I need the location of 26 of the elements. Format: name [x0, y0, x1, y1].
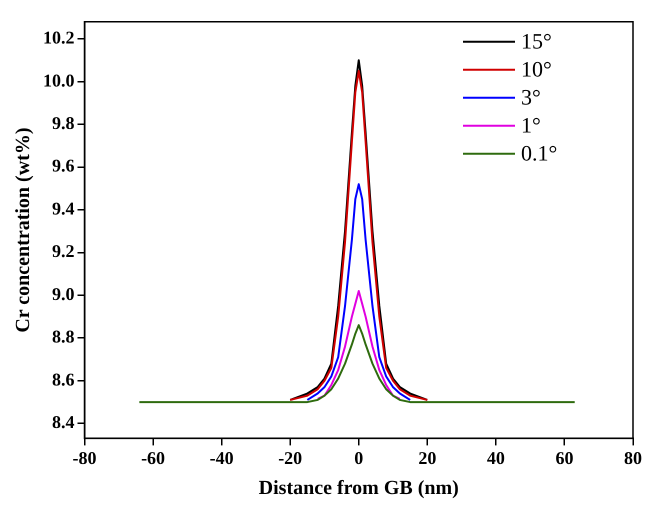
x-tick-label: 60: [555, 448, 574, 468]
legend-label: 1°: [521, 112, 541, 138]
legend-label: 3°: [521, 84, 541, 110]
y-tick-label: 9.8: [52, 113, 74, 134]
x-axis-title: Distance from GB (nm): [258, 477, 459, 500]
x-tick-label: 20: [418, 448, 436, 468]
y-tick-label: 9.2: [52, 241, 74, 262]
x-tick-label: -20: [278, 448, 302, 468]
x-tick-label: 0: [354, 448, 364, 468]
x-tick-label: 40: [486, 448, 505, 468]
legend-label: 0.1°: [521, 140, 558, 166]
x-tick-label: -80: [72, 448, 96, 468]
y-tick-label: 9.6: [52, 156, 74, 176]
y-axis-title: Cr concentration (wt%): [12, 128, 34, 333]
x-tick-label: -60: [141, 448, 166, 468]
y-tick-label: 9.4: [52, 198, 74, 218]
x-tick-label: 80: [624, 448, 642, 468]
y-tick-label: 8.8: [52, 326, 74, 347]
y-tick-label: 10.0: [43, 70, 74, 90]
y-tick-label: 10.2: [43, 28, 74, 48]
y-tick-label: 8.6: [52, 369, 74, 390]
y-tick-label: 8.4: [52, 412, 74, 432]
legend-label: 15°: [521, 28, 552, 54]
y-tick-label: 9.0: [52, 284, 74, 304]
x-tick-label: -40: [210, 448, 234, 468]
legend-label: 10°: [521, 56, 552, 82]
